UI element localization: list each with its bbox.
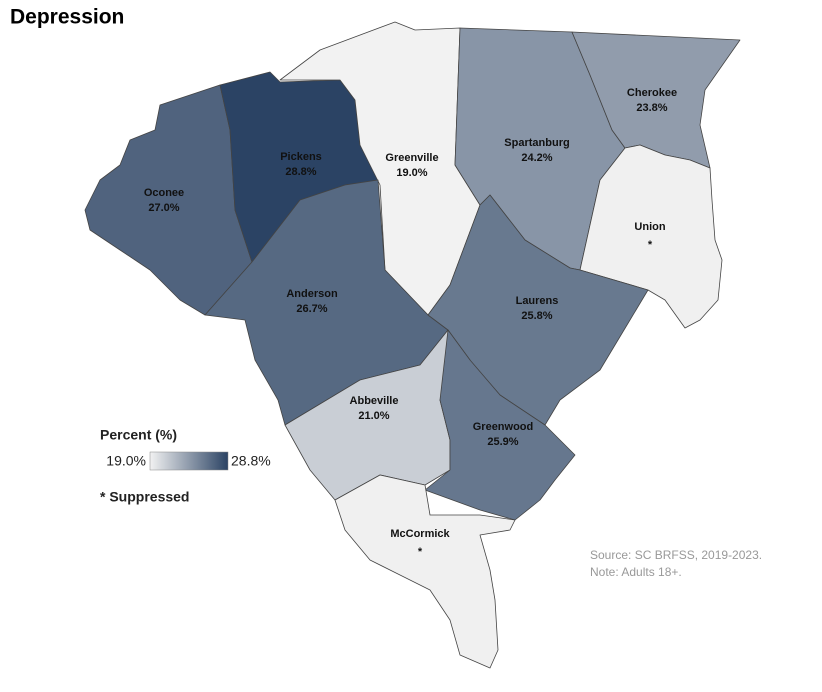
county-name: Laurens (516, 295, 559, 307)
county-name: Spartanburg (504, 137, 569, 149)
suppressed-note: * Suppressed (100, 489, 189, 505)
county-value: 24.2% (521, 152, 552, 164)
source: Source: SC BRFSS, 2019-2023. (590, 548, 762, 562)
county-value: 23.8% (636, 102, 667, 114)
county-value: 26.7% (296, 303, 327, 315)
county-name: Greenwood (473, 421, 534, 433)
county-name: Greenville (385, 152, 438, 164)
legend-gradient (149, 451, 229, 471)
county-value: 27.0% (148, 202, 179, 214)
county (84, 84, 253, 316)
county-value: 21.0% (358, 410, 389, 422)
title: Depression (10, 6, 124, 29)
county-name: Anderson (286, 288, 338, 300)
county (334, 474, 516, 669)
county (427, 194, 649, 426)
county (424, 329, 576, 521)
county-value: * (418, 546, 423, 558)
county-value: * (648, 239, 653, 251)
legend-title: Percent (%) (100, 427, 177, 443)
county-value: 19.0% (396, 167, 427, 179)
counties: Oconee 27.0% Pickens 28.8% Greenville 19.0% Sp… (84, 21, 741, 669)
county-value: 25.9% (487, 436, 518, 448)
county-name: Pickens (280, 151, 322, 163)
legend-min: 19.0% (106, 453, 146, 469)
note: Note: Adults 18+. (590, 565, 682, 579)
county-name: Oconee (144, 187, 184, 199)
county-name: McCormick (390, 528, 450, 540)
legend-max: 28.8% (231, 453, 271, 469)
county-value: 28.8% (285, 166, 316, 178)
county-name: Cherokee (627, 87, 677, 99)
county-name: Abbeville (350, 395, 399, 407)
county-value: 25.8% (521, 310, 552, 322)
county-name: Union (634, 221, 665, 233)
